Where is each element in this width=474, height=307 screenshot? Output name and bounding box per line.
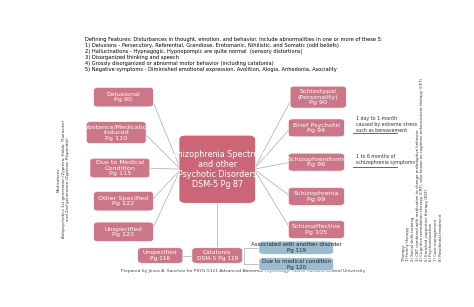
FancyBboxPatch shape	[259, 258, 334, 271]
FancyBboxPatch shape	[288, 220, 345, 239]
Text: Therapy:
1) Family therapy
2) Social skills training
3) CBT combined with medica: Therapy: 1) Family therapy 2) Social ski…	[402, 78, 443, 261]
Text: Associated with another disorder
Pg 119: Associated with another disorder Pg 119	[251, 243, 342, 253]
Text: Unspecified
Pg 116: Unspecified Pg 116	[143, 250, 178, 261]
Text: Other Specified
Pg 122: Other Specified Pg 122	[99, 196, 149, 206]
FancyBboxPatch shape	[86, 122, 146, 144]
Text: 1 to 6 months of
schizophrenia symptoms: 1 to 6 months of schizophrenia symptoms	[356, 154, 415, 165]
Text: Schizoaffective
Pg 105: Schizoaffective Pg 105	[292, 224, 341, 235]
Text: Due to medical condition
Pg 120: Due to medical condition Pg 120	[262, 259, 331, 270]
FancyBboxPatch shape	[93, 191, 154, 211]
Text: Schizotypal
(Personality)
Pg 90: Schizotypal (Personality) Pg 90	[298, 89, 338, 105]
FancyBboxPatch shape	[290, 86, 346, 108]
FancyBboxPatch shape	[259, 241, 334, 254]
Text: Schizophreniform
Pg 96: Schizophreniform Pg 96	[288, 157, 345, 167]
Text: Substance/Medication
Induced
Pg 110: Substance/Medication Induced Pg 110	[81, 124, 152, 141]
Text: Prepared by Jesus A. Sanchez for PSYG-5121 Advanced Abnormal Psychology,  North : Prepared by Jesus A. Sanchez for PSYG-51…	[121, 269, 365, 273]
Text: 1 day to 1-month
caused by extreme stress
such as bereavement: 1 day to 1-month caused by extreme stres…	[356, 116, 417, 133]
Text: Schizophrenia Spectrum
and other
Psychotic Disorders
DSM-5 Pg 87: Schizophrenia Spectrum and other Psychot…	[168, 150, 266, 189]
Text: Brief Psychotic
Pg 94: Brief Psychotic Pg 94	[292, 122, 340, 133]
Text: Catatonia
DSM-5 Pg 119: Catatonia DSM-5 Pg 119	[197, 250, 238, 261]
Text: Medications:
Antipsychotics 1st generation (Zyprexa, Haldo, Thorazine)
and 2nd g: Medications: Antipsychotics 1st generati…	[57, 119, 70, 238]
FancyBboxPatch shape	[137, 248, 183, 263]
Text: Delusional
Pg 90: Delusional Pg 90	[107, 92, 140, 103]
Text: Defining Features: Disturbances in thought, emotion, and behavior. Include abnor: Defining Features: Disturbances in thoug…	[85, 37, 383, 72]
FancyBboxPatch shape	[288, 119, 345, 137]
FancyBboxPatch shape	[90, 158, 150, 178]
FancyBboxPatch shape	[179, 135, 255, 203]
Text: Due to Medical
Condition
Pg 115: Due to Medical Condition Pg 115	[96, 160, 144, 176]
FancyBboxPatch shape	[288, 187, 345, 205]
FancyBboxPatch shape	[288, 153, 345, 171]
FancyBboxPatch shape	[192, 248, 243, 263]
FancyBboxPatch shape	[93, 87, 154, 107]
FancyBboxPatch shape	[93, 222, 154, 242]
Text: Unspecified
Pg 122: Unspecified Pg 122	[105, 227, 143, 237]
Text: Schizophrenia
Pg 99: Schizophrenia Pg 99	[293, 191, 339, 202]
